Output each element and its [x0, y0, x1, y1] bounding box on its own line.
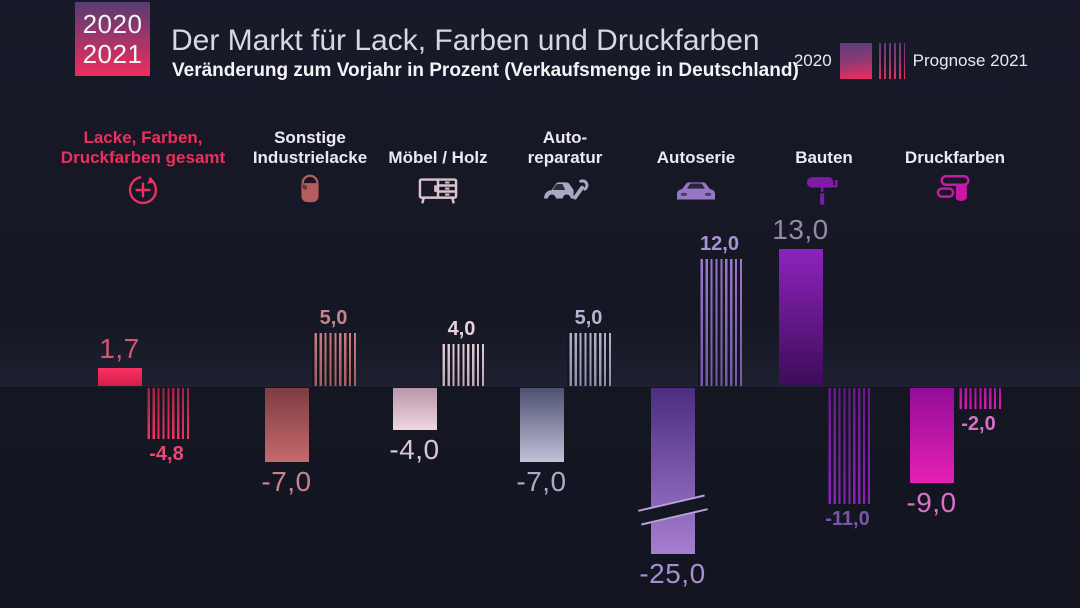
legend-2020-label: 2020 — [793, 51, 832, 70]
print-rollers-icon — [931, 171, 979, 209]
legend-2020-swatch — [839, 43, 872, 79]
value-label-2020: 13,0 — [772, 214, 829, 245]
hatch-pattern — [311, 333, 356, 386]
value-label-2021: 5,0 — [574, 307, 603, 329]
category-label: Autoserie — [656, 148, 736, 167]
car-icon — [672, 171, 720, 209]
year-badge: 2020 2021 — [75, 2, 150, 76]
bar-prognose-2021 — [439, 344, 484, 386]
category-label: Druckfarben — [904, 148, 1006, 167]
legend: 2020 Prognose 2021 — [794, 42, 1028, 80]
furniture-icon — [414, 171, 462, 209]
value-label-2020: -7,0 — [261, 466, 312, 497]
hatch-pattern — [144, 388, 189, 439]
value-label-2021: 12,0 — [700, 233, 739, 255]
hatch-pattern — [956, 388, 1001, 409]
category-label: Bauten — [795, 148, 853, 167]
badge-year-2021: 2021 — [82, 39, 143, 69]
bar-2020 — [97, 368, 142, 386]
bar-2020 — [519, 388, 564, 462]
legend-2021-label: Prognose 2021 — [912, 51, 1028, 70]
plus-circle-arrow-icon — [119, 171, 167, 209]
value-label-2020: 1,7 — [99, 333, 140, 364]
bar-prognose-2021 — [311, 333, 356, 386]
value-label-2020: -9,0 — [906, 487, 957, 518]
bar-prognose-2021 — [825, 388, 870, 504]
bar-2020 — [650, 388, 695, 554]
hatch-pattern — [439, 344, 484, 386]
value-label-2021: -4,8 — [149, 443, 184, 465]
category-label: Lacke, Farben, Druckfarben gesamt — [60, 128, 226, 167]
category-label: Auto- reparatur — [527, 128, 603, 167]
value-label-2020: -25,0 — [639, 558, 706, 589]
paint-roller-icon — [800, 171, 848, 209]
hatch-pattern — [566, 333, 611, 386]
value-label-2021: 4,0 — [447, 318, 476, 340]
category-label: Sonstige Industrielacke — [252, 128, 368, 167]
value-label-2021: 5,0 — [319, 307, 348, 329]
bar-2020 — [264, 388, 309, 462]
bar-2020 — [778, 249, 823, 386]
bar-prognose-2021 — [566, 333, 611, 386]
value-label-2020: -4,0 — [389, 434, 440, 465]
paint-bucket-icon — [286, 171, 334, 209]
car-wrench-icon — [541, 171, 589, 209]
value-label-2021: -2,0 — [961, 413, 996, 435]
bar-prognose-2021 — [144, 388, 189, 439]
bar-2020 — [909, 388, 954, 483]
value-label-2020: -7,0 — [516, 466, 567, 497]
value-label-2021: -11,0 — [825, 508, 870, 530]
legend-2021-swatch — [875, 43, 905, 79]
page-subtitle: Veränderung zum Vorjahr in Prozent (Verk… — [172, 60, 799, 81]
hatch-pattern — [697, 259, 742, 386]
bar-2020 — [392, 388, 437, 430]
hatch-pattern — [825, 388, 870, 504]
page-title: Der Markt für Lack, Farben und Druckfarb… — [171, 24, 760, 57]
bar-prognose-2021 — [697, 259, 742, 386]
bar-prognose-2021 — [956, 388, 1001, 409]
category-label: Möbel / Holz — [388, 148, 488, 167]
baseline-glow — [0, 317, 1080, 387]
badge-year-2020: 2020 — [82, 9, 143, 39]
